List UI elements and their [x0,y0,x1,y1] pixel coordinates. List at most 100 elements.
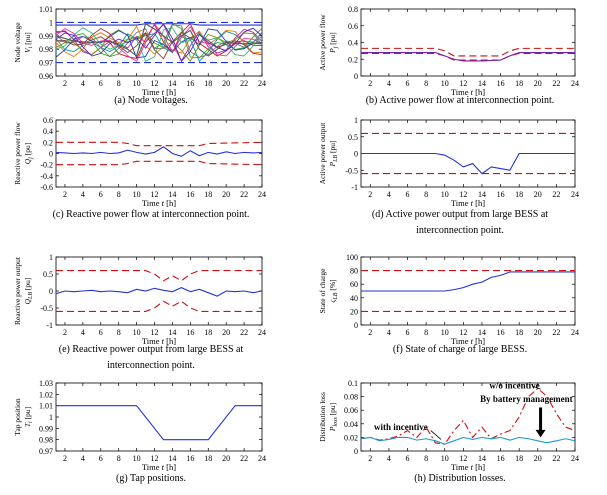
x-tick-label: 20 [222,328,230,337]
x-tick-label: 16 [497,190,505,199]
y-tick-label: 0.8 [348,5,358,14]
x-tick-label: 18 [515,190,523,199]
x-tick-label: 10 [441,79,449,88]
x-tick-label: 18 [204,454,212,463]
y-tick-label: 0.2 [43,138,53,147]
y-tick-label: 0.5 [43,270,53,279]
y-tick-label: -1 [46,321,53,330]
plot-area [56,141,262,166]
y-tick-label: 0.98 [39,436,53,445]
plot-area [56,21,262,64]
y-axis-symbol: Pj [pu] [328,32,339,54]
x-tick-label: 10 [441,190,449,199]
y-tick-label: -0.4 [40,172,53,181]
x-tick-label: 22 [240,190,248,199]
x-tick-label: 22 [552,79,560,88]
x-tick-label: 4 [81,454,85,463]
chart-g: 2 4 6 8 10 12 14 16 18 20 22 240.970.980.9911.011.0… [13,379,266,484]
x-tick-label: 4 [387,190,391,199]
x-tick-label: 6 [406,454,410,463]
x-tick-label: 18 [204,328,212,337]
x-tick-label: 12 [151,190,159,199]
x-axis-label: Time t [h] [142,87,176,97]
x-axis-label: Time t [h] [142,336,176,346]
x-tick-label: 12 [151,328,159,337]
x-tick-label: 22 [240,328,248,337]
x-tick-label: 20 [534,79,542,88]
x-tick-label: 4 [81,190,85,199]
x-tick-label: 10 [441,454,449,463]
plot-area [361,132,575,175]
y-tick-label: 0.98 [39,45,53,54]
x-tick-label: 12 [459,328,467,337]
y-axis-symbol: ςLB [%] [328,279,339,302]
x-axis-label: Time t [h] [451,87,485,97]
annotation-pointer [532,386,541,390]
y-tick-label: 1.01 [39,402,53,411]
series-line [56,22,262,57]
x-tick-label: 16 [497,328,505,337]
series-line [361,436,575,445]
x-tick-label: 18 [204,190,212,199]
x-tick-label: 6 [99,328,103,337]
caption: (c) Reactive power flow at interconnecti… [53,209,250,220]
y-tick-label: 0.2 [348,55,358,64]
x-tick-label: 14 [478,190,486,199]
plot-area [56,270,262,312]
annotation-wo-incentive: w/o incentive [489,380,539,390]
x-tick-label: 24 [258,79,266,88]
series-line [56,27,262,62]
x-tick-label: 2 [368,190,372,199]
x-tick-label: 8 [117,79,121,88]
y-tick-label: 0.1 [348,379,358,388]
caption: (b) Active power flow at interconnection… [366,95,555,106]
caption: (f) State of charge of large BESS. [393,344,527,355]
x-tick-label: 14 [168,79,176,88]
series-line [361,387,575,445]
x-tick-label: 20 [222,79,230,88]
plot-area [56,405,262,441]
y-axis-label: Active power flow [318,14,327,71]
x-tick-label: 12 [151,454,159,463]
x-tick-label: 22 [240,454,248,463]
series-line [56,29,262,63]
x-tick-label: 22 [552,190,560,199]
x-tick-label: 20 [534,190,542,199]
y-tick-label: 100 [346,253,358,262]
caption-line-2: interconnection point. [416,225,504,236]
x-tick-label: 2 [63,79,67,88]
x-tick-label: 20 [534,454,542,463]
x-tick-label: 10 [441,328,449,337]
y-tick-label: 1.03 [39,379,53,388]
x-tick-label: 22 [552,454,560,463]
arrow-head [535,429,546,438]
x-tick-label: 10 [133,79,141,88]
x-tick-label: 8 [424,79,428,88]
y-tick-label: 0.4 [348,39,358,48]
x-tick-label: 22 [240,79,248,88]
annotation-pointer [430,430,442,440]
y-tick-label: 0.97 [39,447,53,456]
x-axis-label: Time t [h] [142,198,176,208]
series-line [361,271,575,292]
x-tick-label: 20 [222,454,230,463]
y-tick-label: 0 [49,287,53,296]
series-line [56,22,262,63]
series-line [56,405,262,441]
y-tick-label: 0 [49,150,53,159]
y-tick-label: 40 [350,294,358,303]
x-tick-label: 18 [515,79,523,88]
x-tick-label: 12 [459,190,467,199]
x-tick-label: 14 [478,328,486,337]
x-tick-label: 2 [368,328,372,337]
x-tick-label: 16 [186,190,194,199]
x-tick-label: 14 [168,328,176,337]
x-tick-label: 22 [552,328,560,337]
x-tick-label: 8 [117,454,121,463]
y-tick-label: 0.97 [39,59,53,68]
y-tick-label: 0.5 [348,133,358,142]
caption-line-2: interconnection point. [107,360,195,371]
x-tick-label: 6 [406,79,410,88]
x-tick-label: 14 [478,454,486,463]
